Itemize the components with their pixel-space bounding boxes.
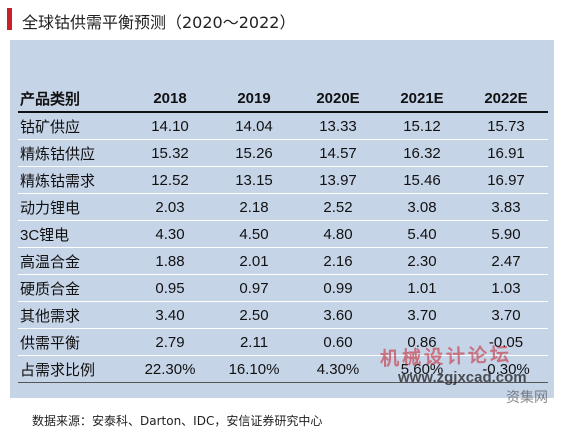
table-cell: 0.97 bbox=[212, 274, 296, 302]
table-cell: 2.47 bbox=[464, 247, 548, 275]
cobalt-balance-table: 产品类别 2018 2019 2020E 2021E 2022E 钴矿供应 14.… bbox=[18, 85, 548, 383]
table-cell: 15.46 bbox=[380, 166, 464, 194]
table-cell: 13.33 bbox=[296, 112, 380, 140]
table-cell: 15.73 bbox=[464, 112, 548, 140]
title-bar: 全球钴供需平衡预测（2020～2022） bbox=[0, 0, 561, 40]
column-header: 2021E bbox=[380, 85, 464, 113]
table-cell: 22.30% bbox=[128, 355, 212, 383]
row-label: 占需求比例 bbox=[18, 355, 128, 383]
table-row: 精炼钴需求 12.52 13.15 13.97 15.46 16.97 bbox=[18, 166, 548, 194]
table-cell: 16.97 bbox=[464, 166, 548, 194]
table-cell: 16.91 bbox=[464, 139, 548, 167]
table-cell: 15.26 bbox=[212, 139, 296, 167]
watermark-corner: 资集网 bbox=[506, 390, 548, 406]
data-source-note: 数据来源：安泰科、Darton、IDC，安信证券研究中心 bbox=[32, 414, 323, 428]
table-cell: 0.86 bbox=[380, 328, 464, 356]
table-cell: 4.50 bbox=[212, 220, 296, 248]
document-title: 全球钴供需平衡预测（2020～2022） bbox=[22, 13, 296, 32]
table-cell: 5.40 bbox=[380, 220, 464, 248]
table-cell: 3.40 bbox=[128, 301, 212, 329]
table-cell: 2.11 bbox=[212, 328, 296, 356]
title-accent-bar bbox=[7, 8, 12, 30]
table-cell: 14.04 bbox=[212, 112, 296, 140]
table-cell: 1.88 bbox=[128, 247, 212, 275]
row-label: 钴矿供应 bbox=[18, 112, 128, 140]
table-cell: 0.95 bbox=[128, 274, 212, 302]
watermark-url: www.zgjxcad.com bbox=[398, 369, 527, 386]
table-cell: 2.30 bbox=[380, 247, 464, 275]
table-cell: 15.12 bbox=[380, 112, 464, 140]
table-cell: -0.05 bbox=[464, 328, 548, 356]
table-cell: 12.52 bbox=[128, 166, 212, 194]
table-cell: -0.30% bbox=[464, 355, 548, 383]
row-label: 3C锂电 bbox=[18, 220, 128, 248]
table-cell: 14.57 bbox=[296, 139, 380, 167]
table-cell: 5.90 bbox=[464, 220, 548, 248]
row-label: 精炼钴供应 bbox=[18, 139, 128, 167]
table-cell: 13.97 bbox=[296, 166, 380, 194]
table-cell: 4.30 bbox=[128, 220, 212, 248]
table-cell: 0.60 bbox=[296, 328, 380, 356]
table-cell: 16.32 bbox=[380, 139, 464, 167]
row-label: 高温合金 bbox=[18, 247, 128, 275]
watermark-text: 机械设计论坛 bbox=[379, 343, 513, 371]
table-body: 钴矿供应 14.10 14.04 13.33 15.12 15.73 精炼钴供应 15.32 1… bbox=[18, 112, 548, 383]
table-cell: 15.32 bbox=[128, 139, 212, 167]
table-cell: 3.60 bbox=[296, 301, 380, 329]
table-cell: 4.30% bbox=[296, 355, 380, 383]
table-row: 钴矿供应 14.10 14.04 13.33 15.12 15.73 bbox=[18, 112, 548, 140]
table-cell: 4.80 bbox=[296, 220, 380, 248]
table-row: 供需平衡 2.79 2.11 0.60 0.86 -0.05 bbox=[18, 328, 548, 356]
row-label: 其他需求 bbox=[18, 301, 128, 329]
table-cell: 2.01 bbox=[212, 247, 296, 275]
table-cell: 3.08 bbox=[380, 193, 464, 221]
column-header: 2022E bbox=[464, 85, 548, 113]
table-row: 硬质合金 0.95 0.97 0.99 1.01 1.03 bbox=[18, 274, 548, 302]
table-cell: 13.15 bbox=[212, 166, 296, 194]
table-row: 其他需求 3.40 2.50 3.60 3.70 3.70 bbox=[18, 301, 548, 329]
column-header: 2019 bbox=[212, 85, 296, 113]
table-cell: 16.10% bbox=[212, 355, 296, 383]
table-cell: 3.70 bbox=[464, 301, 548, 329]
table-row: 高温合金 1.88 2.01 2.16 2.30 2.47 bbox=[18, 247, 548, 275]
table-header-row: 产品类别 2018 2019 2020E 2021E 2022E bbox=[18, 85, 548, 113]
table-cell: 1.01 bbox=[380, 274, 464, 302]
table-cell: 2.18 bbox=[212, 193, 296, 221]
row-label: 精炼钴需求 bbox=[18, 166, 128, 194]
table-panel: 产品类别 2018 2019 2020E 2021E 2022E 钴矿供应 14.… bbox=[10, 40, 554, 428]
table-cell: 2.03 bbox=[128, 193, 212, 221]
table-cell: 2.16 bbox=[296, 247, 380, 275]
column-header: 2018 bbox=[128, 85, 212, 113]
table-cell: 2.79 bbox=[128, 328, 212, 356]
column-header: 2020E bbox=[296, 85, 380, 113]
table-cell: 1.03 bbox=[464, 274, 548, 302]
table-cell: 2.50 bbox=[212, 301, 296, 329]
table-row: 精炼钴供应 15.32 15.26 14.57 16.32 16.91 bbox=[18, 139, 548, 167]
table-cell: 3.70 bbox=[380, 301, 464, 329]
table-cell: 0.99 bbox=[296, 274, 380, 302]
table-cell: 2.52 bbox=[296, 193, 380, 221]
table-row: 3C锂电 4.30 4.50 4.80 5.40 5.90 bbox=[18, 220, 548, 248]
table-row: 动力锂电 2.03 2.18 2.52 3.08 3.83 bbox=[18, 193, 548, 221]
column-header: 产品类别 bbox=[18, 85, 128, 113]
table-cell: 3.83 bbox=[464, 193, 548, 221]
row-label: 硬质合金 bbox=[18, 274, 128, 302]
table-row: 占需求比例 22.30% 16.10% 4.30% 5.60% -0.30% bbox=[18, 355, 548, 383]
table-cell: 5.60% bbox=[380, 355, 464, 383]
row-label: 动力锂电 bbox=[18, 193, 128, 221]
row-label: 供需平衡 bbox=[18, 328, 128, 356]
table-cell: 14.10 bbox=[128, 112, 212, 140]
